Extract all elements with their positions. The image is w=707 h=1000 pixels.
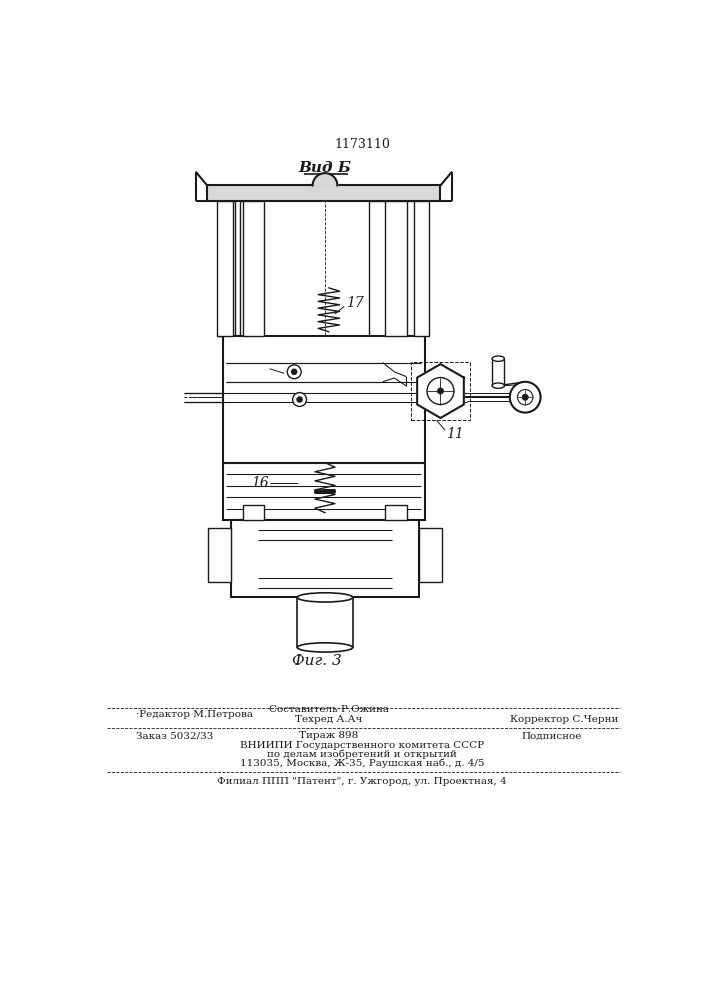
Bar [217, 201, 233, 336]
Text: ВНИИПИ Государственного комитета СССР: ВНИИПИ Государственного комитета СССР [240, 741, 484, 750]
Text: Фиг. 3: Фиг. 3 [293, 654, 342, 668]
Bar [229, 363, 419, 382]
Bar [369, 201, 390, 336]
Ellipse shape [492, 383, 504, 388]
Circle shape [287, 365, 301, 379]
Bar [243, 201, 264, 336]
Bar [208, 528, 231, 582]
Text: ·Редактор М.Петрова: ·Редактор М.Петрова [136, 710, 253, 719]
Text: Тираж 898: Тираж 898 [299, 732, 358, 740]
Bar [419, 528, 442, 582]
Ellipse shape [492, 356, 504, 361]
Text: Подписное: Подписное [522, 732, 583, 740]
Text: 113035, Москва, Ж-35, Раушская наб., д. 4/5: 113035, Москва, Ж-35, Раушская наб., д. … [240, 759, 484, 768]
Circle shape [291, 369, 297, 374]
Bar [411, 362, 469, 420]
Text: 11: 11 [446, 427, 464, 441]
Bar [223, 513, 425, 536]
Bar [231, 520, 419, 597]
Text: 16: 16 [251, 476, 269, 490]
Text: Заказ 5032/33: Заказ 5032/33 [136, 732, 214, 740]
Text: 1173110: 1173110 [334, 138, 390, 151]
Circle shape [518, 389, 533, 405]
Bar [243, 505, 264, 520]
Circle shape [293, 393, 307, 406]
Bar [414, 201, 429, 336]
Text: Вид Б: Вид Б [298, 161, 351, 175]
Text: Составитель Р.Ожина: Составитель Р.Ожина [269, 705, 389, 714]
Circle shape [510, 382, 541, 413]
Text: Корректор С.Черни: Корректор С.Черни [510, 715, 618, 724]
Text: Филиал ППП "Патент", г. Ужгород, ул. Проектная, 4: Филиал ППП "Патент", г. Ужгород, ул. Про… [217, 777, 507, 786]
Text: 17: 17 [346, 296, 363, 310]
Circle shape [438, 388, 443, 394]
Bar [385, 201, 407, 336]
Ellipse shape [297, 643, 353, 652]
Bar [385, 505, 407, 520]
Text: по делам изобретений и открытий: по делам изобретений и открытий [267, 750, 457, 759]
Circle shape [297, 397, 303, 402]
Bar [240, 201, 262, 336]
Text: 18: 18 [251, 359, 269, 373]
Bar [492, 359, 504, 386]
Bar [218, 201, 235, 336]
Ellipse shape [297, 593, 353, 602]
Bar [223, 336, 425, 463]
Text: Техред А.Ач: Техред А.Ач [295, 715, 363, 724]
Bar [207, 185, 440, 201]
Polygon shape [417, 364, 464, 418]
Bar [297, 597, 353, 647]
Circle shape [522, 394, 528, 400]
Bar [398, 201, 415, 336]
Circle shape [427, 378, 454, 405]
Bar [223, 463, 425, 520]
